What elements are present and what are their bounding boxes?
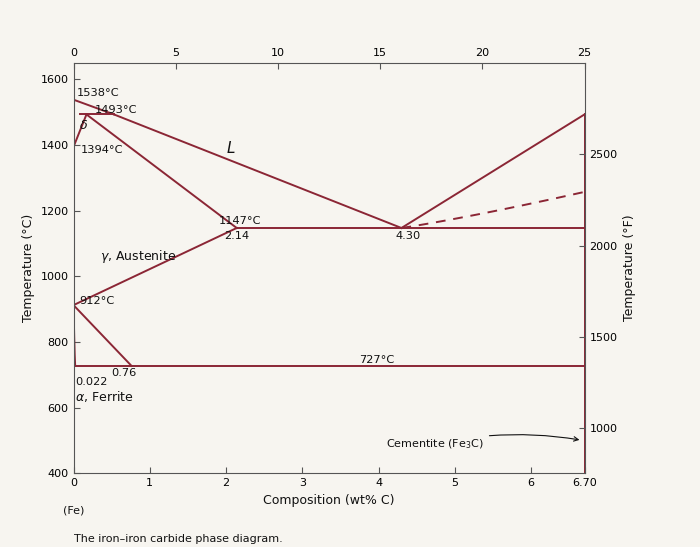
Text: 0.76: 0.76 xyxy=(111,368,137,377)
Text: 1394°C: 1394°C xyxy=(81,144,124,154)
Text: $\alpha$, Ferrite: $\alpha$, Ferrite xyxy=(76,389,134,404)
Text: $L$: $L$ xyxy=(226,140,236,156)
Text: 1493°C: 1493°C xyxy=(95,105,137,115)
Y-axis label: Temperature (°C): Temperature (°C) xyxy=(22,214,35,322)
Text: 912°C: 912°C xyxy=(79,296,114,306)
Text: 4.30: 4.30 xyxy=(395,231,421,241)
Text: (Fe): (Fe) xyxy=(63,506,84,516)
Text: $\delta$: $\delta$ xyxy=(79,119,88,132)
Y-axis label: Temperature (°F): Temperature (°F) xyxy=(623,215,636,321)
Text: $\gamma$, Austenite: $\gamma$, Austenite xyxy=(100,248,176,265)
Text: The iron–iron carbide phase diagram.: The iron–iron carbide phase diagram. xyxy=(74,533,282,544)
Text: Cementite (Fe$_3$C): Cementite (Fe$_3$C) xyxy=(386,435,578,451)
Text: 0.022: 0.022 xyxy=(76,377,108,387)
Text: 1538°C: 1538°C xyxy=(76,89,119,98)
Text: 2.14: 2.14 xyxy=(224,231,249,241)
X-axis label: Composition (wt% C): Composition (wt% C) xyxy=(263,493,395,507)
Text: 1147°C: 1147°C xyxy=(218,217,261,226)
Text: 727°C: 727°C xyxy=(360,354,395,364)
